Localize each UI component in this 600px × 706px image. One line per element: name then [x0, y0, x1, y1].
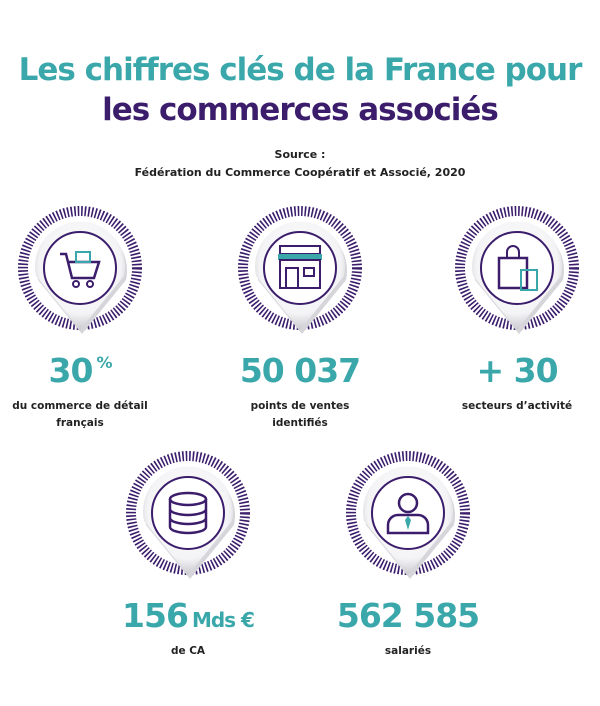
source-label: Source : — [274, 148, 326, 161]
source: Fédération du Commerce Coopératif et Ass… — [134, 166, 466, 179]
stat-label: du commerce de détail français — [12, 400, 148, 429]
stat-value: 50 037 — [200, 351, 400, 390]
pin-icon — [126, 451, 250, 579]
unit: Mds € — [191, 608, 255, 632]
stat: 30% du commerce de détail français — [0, 351, 180, 432]
stat-value: 156 Mds € — [88, 596, 288, 635]
stat: 562 585 salariés — [308, 596, 508, 660]
title-line: Les chiffres clés de la France pour — [18, 52, 583, 88]
stat-label: salariés — [384, 645, 432, 657]
stat-value: 30% — [0, 351, 180, 390]
title-line: les commerces associés — [102, 92, 499, 128]
value: 156 — [122, 596, 189, 635]
pin-icon — [455, 206, 579, 334]
value: + 30 — [476, 351, 558, 390]
stat: + 30 secteurs d’activité — [417, 351, 600, 415]
stat-label: points de ventes identifiés — [250, 400, 350, 429]
stat: 50 037 points de ventes identifiés — [200, 351, 400, 432]
stat-value: 562 585 — [308, 596, 508, 635]
stat-value: + 30 — [417, 351, 600, 390]
pin-icon — [346, 451, 470, 579]
unit: % — [96, 353, 112, 372]
stat: 156 Mds € de CA — [88, 596, 288, 660]
stat-label: secteurs d’activité — [461, 400, 573, 412]
value: 562 585 — [336, 596, 480, 635]
value: 50 037 — [239, 351, 361, 390]
stat-label: de CA — [170, 645, 206, 657]
pin-icon — [18, 206, 142, 334]
value: 30 — [48, 351, 94, 390]
pin-icon — [238, 206, 362, 334]
